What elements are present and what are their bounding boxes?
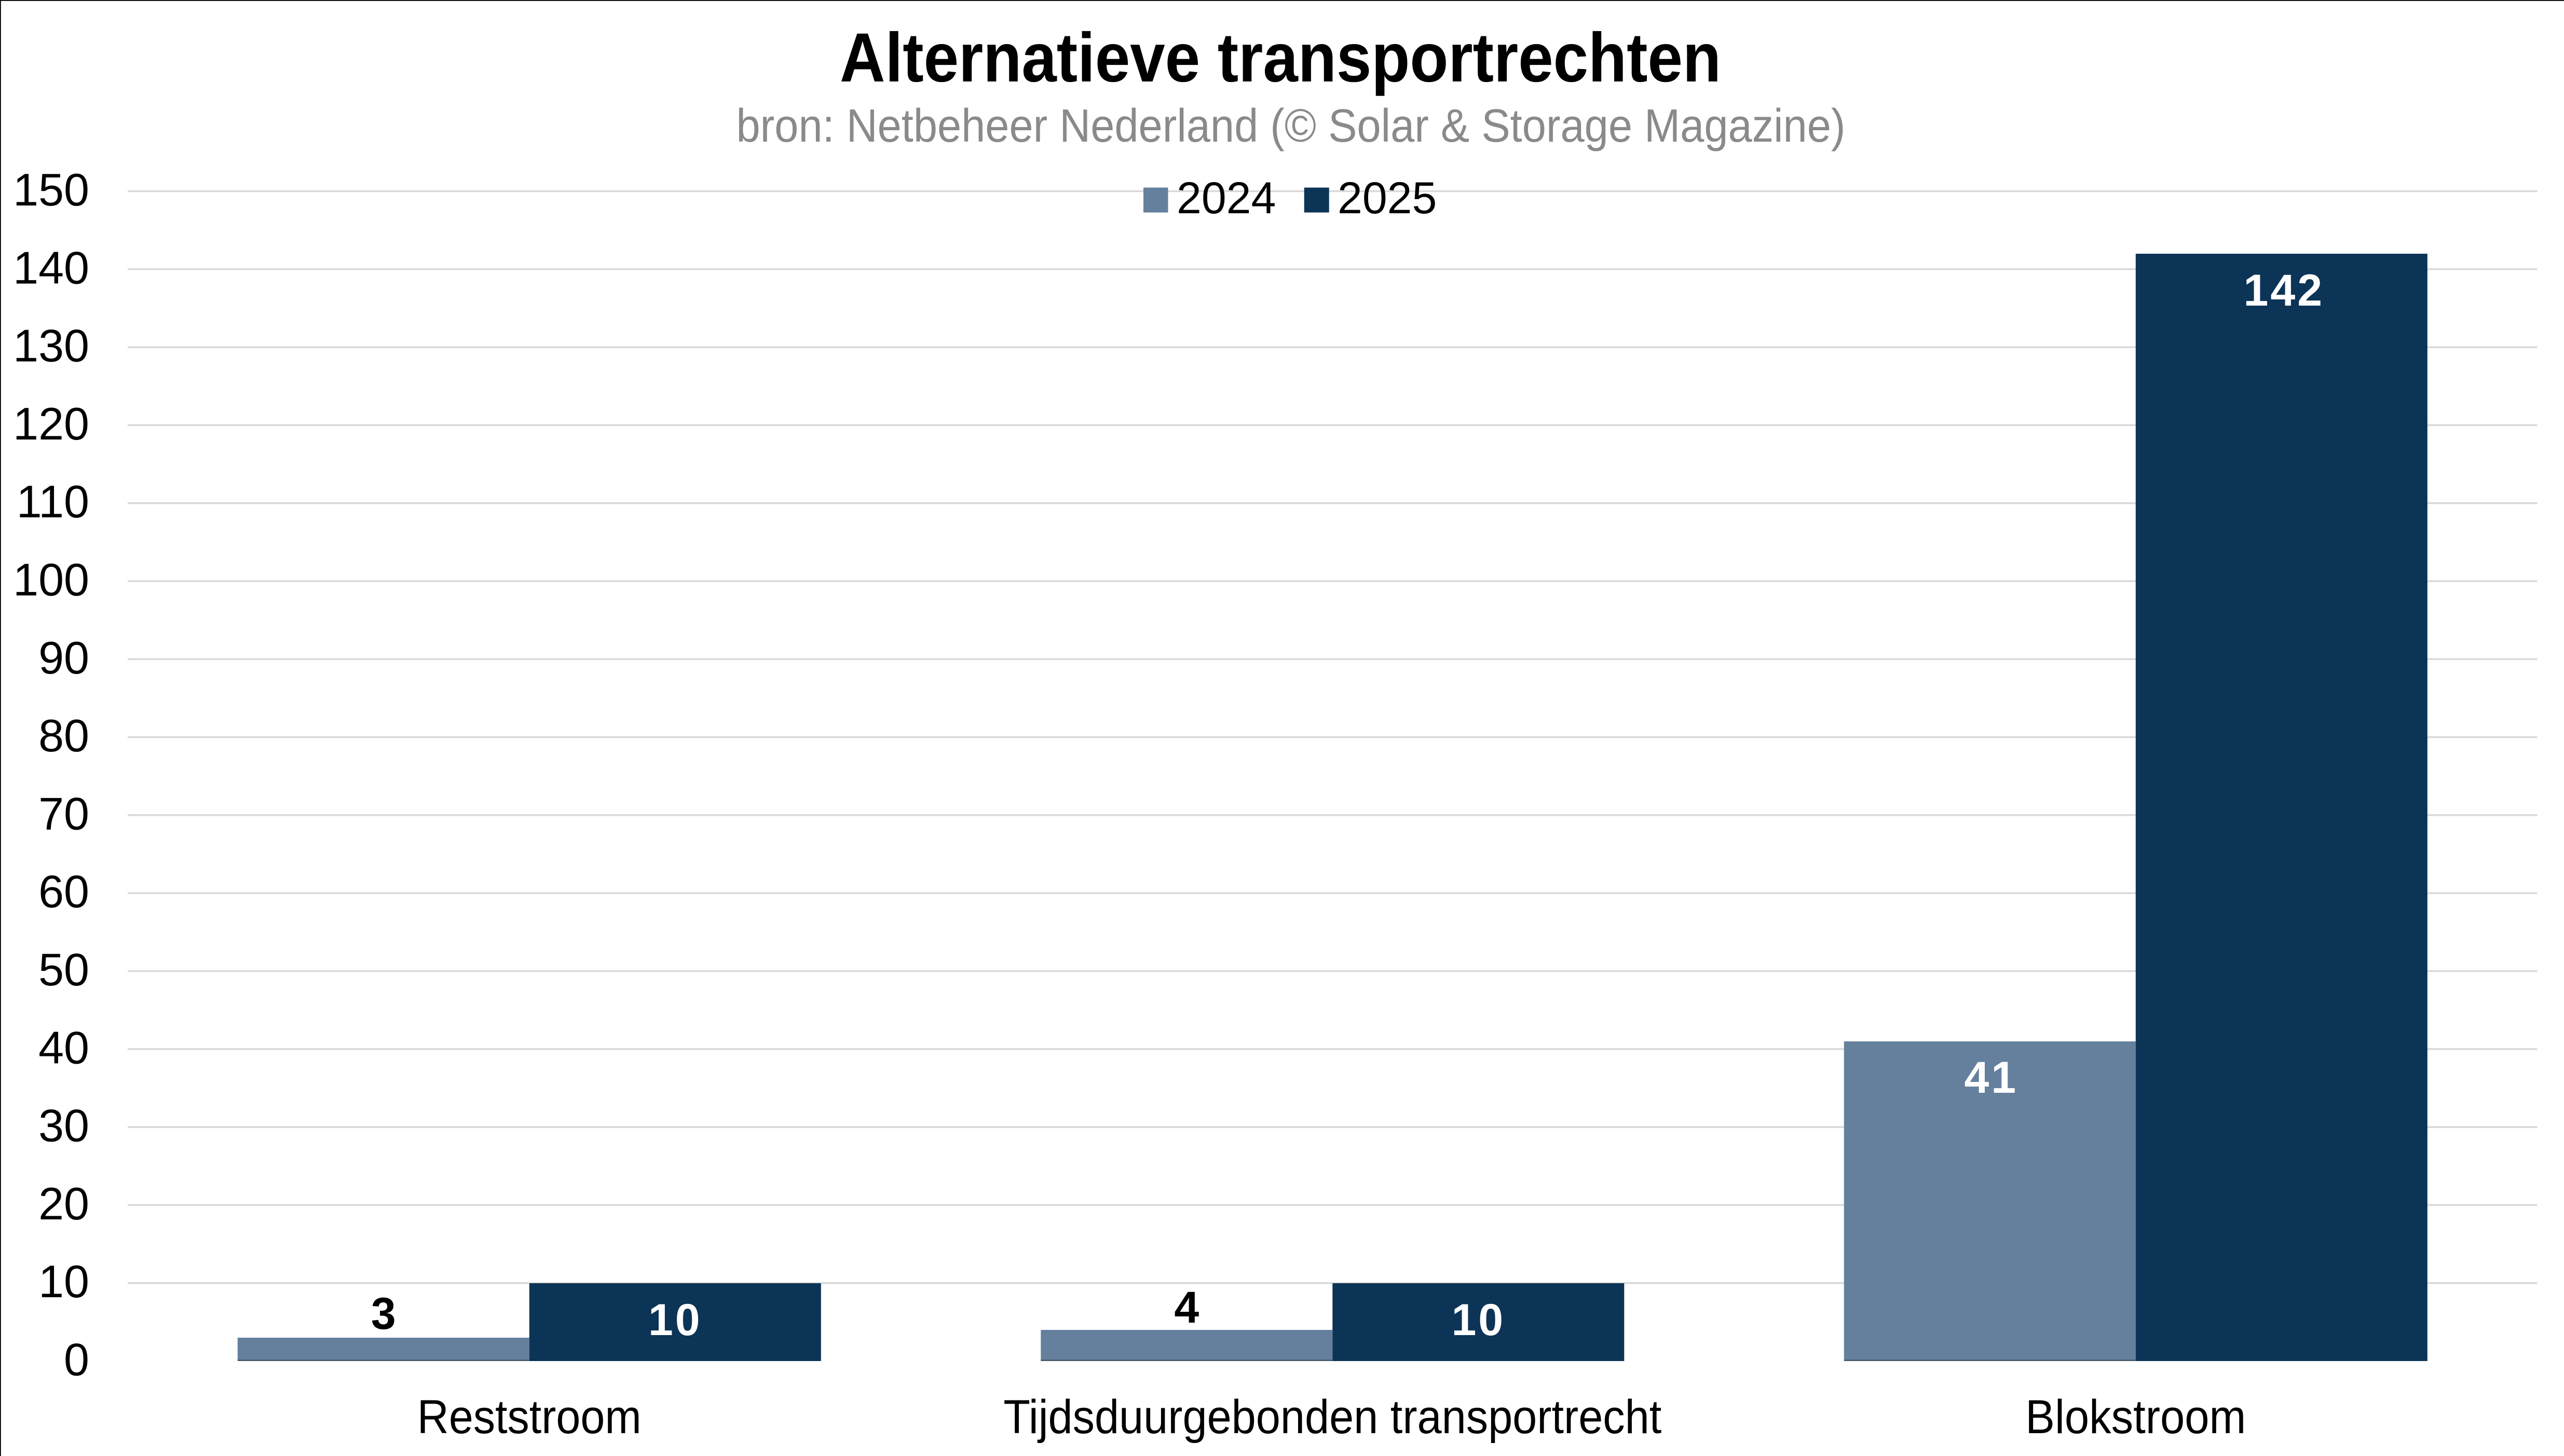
svg-text:41: 41 xyxy=(1964,1053,2018,1103)
svg-text:20: 20 xyxy=(38,1178,89,1229)
svg-text:0: 0 xyxy=(64,1334,89,1385)
svg-text:10: 10 xyxy=(38,1256,89,1307)
svg-text:Reststroom: Reststroom xyxy=(417,1391,642,1444)
svg-text:Blokstroom: Blokstroom xyxy=(2025,1391,2246,1444)
svg-text:130: 130 xyxy=(13,320,89,372)
svg-text:90: 90 xyxy=(38,632,89,683)
svg-text:120: 120 xyxy=(13,398,89,449)
svg-text:4: 4 xyxy=(1174,1283,1199,1333)
svg-text:142: 142 xyxy=(2244,266,2325,315)
svg-text:70: 70 xyxy=(38,788,89,839)
svg-text:Tijdsduurgebonden transportrec: Tijdsduurgebonden transportrecht xyxy=(1003,1391,1661,1444)
svg-text:Alternatieve transportrechten: Alternatieve transportrechten xyxy=(840,19,1721,97)
svg-text:30: 30 xyxy=(38,1100,89,1151)
svg-text:2024: 2024 xyxy=(1177,173,1276,223)
svg-text:110: 110 xyxy=(17,476,89,527)
svg-text:3: 3 xyxy=(371,1289,396,1339)
svg-text:10: 10 xyxy=(648,1295,702,1345)
svg-text:50: 50 xyxy=(38,944,89,995)
svg-text:2025: 2025 xyxy=(1338,173,1437,223)
svg-text:80: 80 xyxy=(38,710,89,761)
svg-text:bron: Netbeheer Nederland (© S: bron: Netbeheer Nederland (© Solar & Sto… xyxy=(737,100,1846,152)
svg-text:10: 10 xyxy=(1451,1295,1505,1345)
svg-text:40: 40 xyxy=(38,1022,89,1073)
svg-text:60: 60 xyxy=(38,866,89,917)
svg-text:100: 100 xyxy=(13,554,89,606)
svg-text:140: 140 xyxy=(13,242,89,293)
svg-text:150: 150 xyxy=(13,164,89,215)
